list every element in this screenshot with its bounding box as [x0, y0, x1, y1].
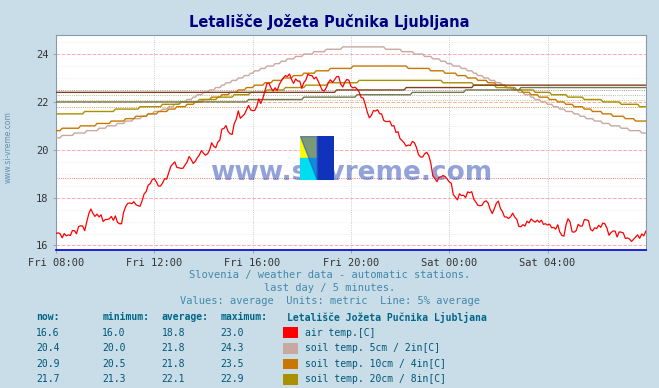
Text: soil temp. 5cm / 2in[C]: soil temp. 5cm / 2in[C] — [305, 343, 440, 353]
Text: 21.8: 21.8 — [161, 343, 185, 353]
Bar — [300, 158, 317, 180]
Text: Values: average  Units: metric  Line: 5% average: Values: average Units: metric Line: 5% a… — [179, 296, 480, 307]
Text: 20.9: 20.9 — [36, 359, 60, 369]
Text: 21.7: 21.7 — [36, 374, 60, 385]
Text: 16.0: 16.0 — [102, 328, 126, 338]
Text: 23.5: 23.5 — [221, 359, 244, 369]
Polygon shape — [300, 136, 317, 180]
Text: 22.1: 22.1 — [161, 374, 185, 385]
Text: 21.8: 21.8 — [161, 359, 185, 369]
Text: 20.5: 20.5 — [102, 359, 126, 369]
Text: 18.8: 18.8 — [161, 328, 185, 338]
Bar — [300, 136, 317, 158]
Text: 22.9: 22.9 — [221, 374, 244, 385]
Text: last day / 5 minutes.: last day / 5 minutes. — [264, 283, 395, 293]
Text: www.si-vreme.com: www.si-vreme.com — [3, 111, 13, 184]
Text: average:: average: — [161, 312, 208, 322]
Text: www.si-vreme.com: www.si-vreme.com — [210, 160, 492, 186]
Text: soil temp. 10cm / 4in[C]: soil temp. 10cm / 4in[C] — [305, 359, 446, 369]
Text: 16.6: 16.6 — [36, 328, 60, 338]
Text: 23.0: 23.0 — [221, 328, 244, 338]
Text: 20.0: 20.0 — [102, 343, 126, 353]
Bar — [317, 136, 334, 180]
Text: Letališče Jožeta Pučnika Ljubljana: Letališče Jožeta Pučnika Ljubljana — [189, 14, 470, 29]
Text: 21.3: 21.3 — [102, 374, 126, 385]
Text: soil temp. 20cm / 8in[C]: soil temp. 20cm / 8in[C] — [305, 374, 446, 385]
Text: now:: now: — [36, 312, 60, 322]
Text: 20.4: 20.4 — [36, 343, 60, 353]
Text: maximum:: maximum: — [221, 312, 268, 322]
Text: air temp.[C]: air temp.[C] — [305, 328, 376, 338]
Text: minimum:: minimum: — [102, 312, 149, 322]
Text: Slovenia / weather data - automatic stations.: Slovenia / weather data - automatic stat… — [189, 270, 470, 280]
Text: Letališče Jožeta Pučnika Ljubljana: Letališče Jožeta Pučnika Ljubljana — [287, 312, 486, 323]
Text: 24.3: 24.3 — [221, 343, 244, 353]
